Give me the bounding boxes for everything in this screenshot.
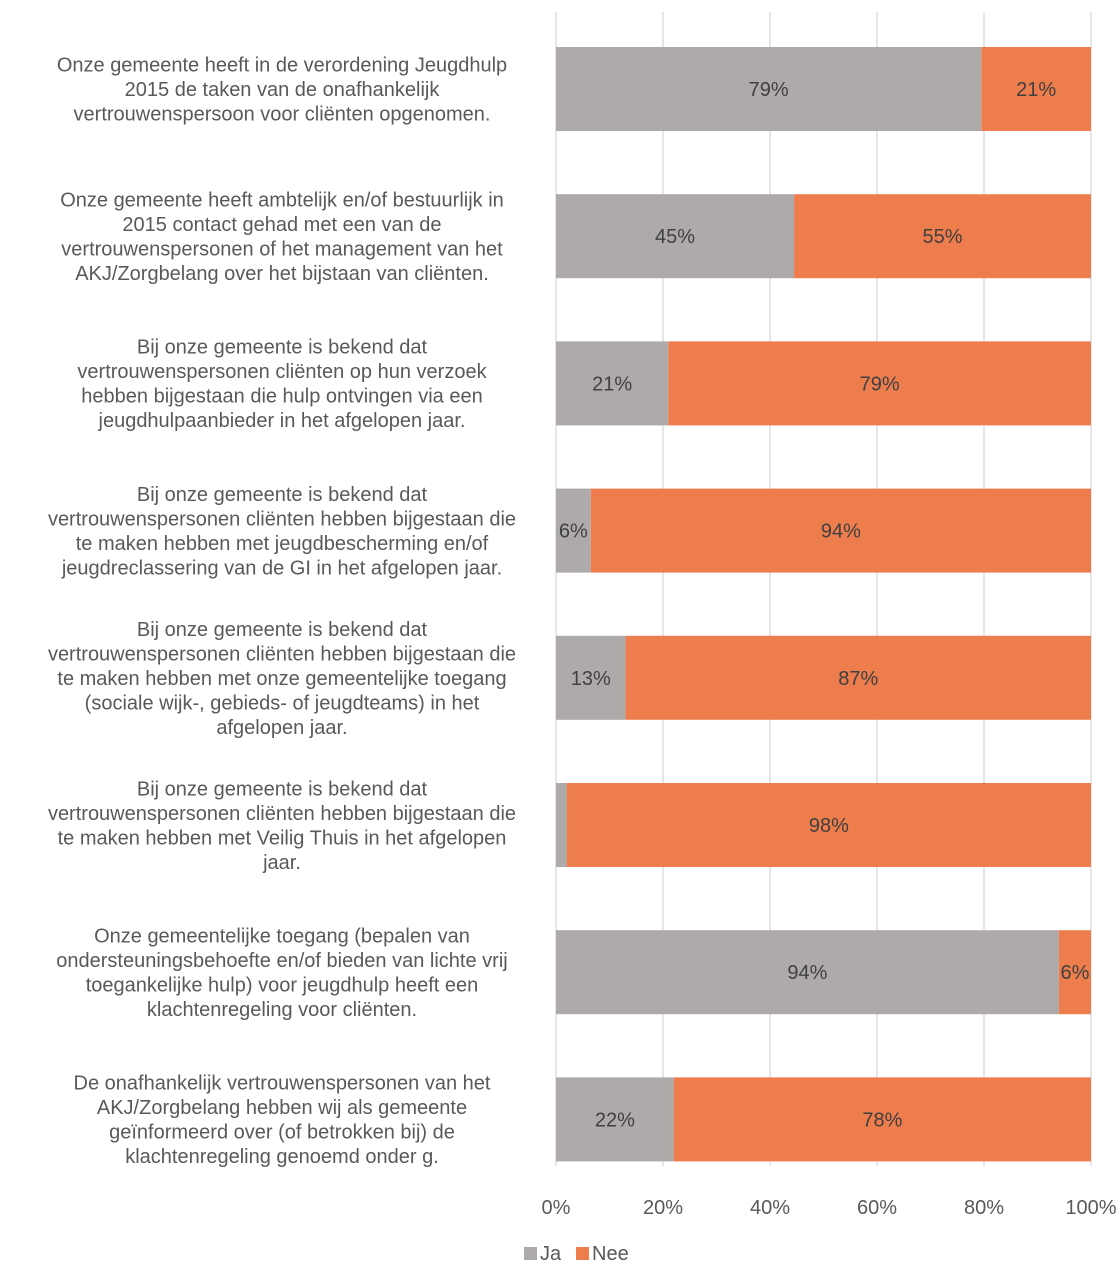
category-label-line: AKJ/Zorgbelang over het bijstaan van cli…	[75, 263, 489, 285]
bar-nee	[625, 635, 1091, 720]
category-label-line: vertrouwenspersonen cliënten hebben bijg…	[48, 803, 516, 825]
x-tick-label: 80%	[964, 1197, 1004, 1219]
category-label-line: Onze gemeentelijke toegang (bepalen van	[94, 925, 470, 947]
category-label-line: Bij onze gemeente is bekend dat	[137, 619, 428, 641]
x-tick-label: 20%	[643, 1197, 683, 1219]
data-label: 6%	[559, 521, 588, 543]
category-label-line: Bij onze gemeente is bekend dat	[137, 778, 428, 800]
bar-nee	[794, 194, 1091, 279]
data-label: 6%	[1060, 962, 1089, 984]
data-label: 79%	[860, 373, 900, 395]
data-label: 21%	[592, 373, 632, 395]
category-label: De onafhankelijk vertrouwenspersonen van…	[74, 1073, 491, 1169]
category-label-line: AKJ/Zorgbelang hebben wij als gemeente	[97, 1097, 467, 1119]
category-label-line: vertrouwenspersonen cliënten hebben bijg…	[48, 508, 516, 530]
category-label-line: vertrouwenspersonen cliënten op hun verz…	[77, 361, 487, 383]
category-label-line: vertrouwenspersoon voor cliënten opgenom…	[74, 104, 491, 126]
data-label: 13%	[571, 668, 611, 690]
category-label-line: De onafhankelijk vertrouwenspersonen van…	[74, 1073, 491, 1095]
category-label-line: te maken hebben met jeugdbescherming en/…	[76, 533, 489, 555]
category-label: Bij onze gemeente is bekend dat vertrouwe…	[77, 337, 487, 433]
data-label: 45%	[655, 226, 695, 248]
bar-nee	[673, 1077, 1091, 1162]
x-axis-ticks: 0% 20% 40% 60% 80% 100%	[542, 1197, 1117, 1219]
bar-ja	[556, 341, 669, 426]
bar-ja	[556, 1077, 674, 1162]
data-label: 22%	[595, 1109, 635, 1131]
category-label-line: jeugdreclassering van de GI in het afgel…	[61, 557, 502, 579]
bars: 79% 21% 45% 55% 21% 79% 6% 94% 13% 87% 98% 94% 6% 22%…	[556, 47, 1091, 1162]
legend: Ja Nee	[524, 1243, 629, 1265]
category-labels: Onze gemeente heeft in de verordening Je…	[48, 55, 516, 1169]
category-label-line: geïnformeerd over (of betrokken bij) de	[109, 1122, 455, 1144]
legend-swatch-nee	[576, 1247, 589, 1260]
category-label: Onze gemeentelijke toegang (bepalen van o…	[56, 925, 507, 1021]
category-label-line: jeugdhulpaanbieder in het afgelopen jaar…	[98, 410, 466, 432]
data-label: 21%	[1016, 79, 1056, 101]
legend-label-nee: Nee	[592, 1243, 629, 1265]
category-label-line: ondersteuningsbehoefte en/of bieden van …	[56, 950, 507, 972]
data-label: 78%	[862, 1109, 902, 1131]
category-label-line: afgelopen jaar.	[216, 717, 347, 739]
category-label: Onze gemeente heeft in de verordening Je…	[57, 55, 507, 126]
category-label-line: jaar.	[262, 852, 301, 874]
category-label-line: (sociale wijk-, gebieds- of jeugdteams) …	[85, 692, 480, 714]
category-label-line: Bij onze gemeente is bekend dat	[137, 484, 428, 506]
category-label-line: Bij onze gemeente is bekend dat	[137, 337, 428, 359]
category-label-line: klachtenregeling voor cliënten.	[147, 999, 417, 1021]
category-label: Bij onze gemeente is bekend dat vertrouwe…	[48, 484, 516, 579]
category-label: Onze gemeente heeft ambtelijk en/of best…	[60, 189, 504, 285]
legend-swatch-ja	[524, 1247, 537, 1260]
data-label: 55%	[923, 226, 963, 248]
category-label-line: 2015 de taken van de onafhankelijk	[125, 79, 441, 101]
category-label-line: hebben bijgestaan die hulp ontvingen via…	[81, 386, 482, 408]
category-label-line: Onze gemeente heeft in de verordening Je…	[57, 55, 507, 77]
bar-nee	[1058, 930, 1091, 1015]
category-label-line: te maken hebben met Veilig Thuis in het …	[58, 827, 507, 849]
data-label: 87%	[838, 668, 878, 690]
category-label-line: 2015 contact gehad met een van de	[122, 214, 441, 236]
category-label-line: klachtenregeling genoemd onder g.	[125, 1146, 439, 1168]
bar-nee	[668, 341, 1091, 426]
x-tick-label: 60%	[857, 1197, 897, 1219]
bar-nee	[566, 783, 1091, 867]
data-label: 94%	[821, 521, 861, 543]
bar-ja	[556, 783, 567, 867]
data-label: 94%	[787, 962, 827, 984]
category-label: Bij onze gemeente is bekend dat vertrouwe…	[48, 619, 516, 739]
x-tick-label: 40%	[750, 1197, 790, 1219]
data-label: 79%	[749, 79, 789, 101]
category-label-line: Onze gemeente heeft ambtelijk en/of best…	[60, 189, 504, 211]
bar-ja	[556, 488, 591, 573]
category-label-line: vertrouwenspersonen cliënten hebben bijg…	[48, 643, 516, 665]
category-label-line: vertrouwenspersonen of het management va…	[61, 238, 503, 260]
x-tick-label: 0%	[542, 1197, 571, 1219]
data-label: 98%	[809, 815, 849, 837]
category-label: Bij onze gemeente is bekend dat vertrouwe…	[48, 778, 516, 874]
bar-ja	[556, 930, 1059, 1015]
category-label-line: toegankelijke hulp) voor jeugdhulp heeft…	[86, 974, 479, 996]
bar-ja	[556, 194, 795, 279]
bar-ja	[556, 635, 626, 720]
legend-label-ja: Ja	[540, 1243, 562, 1265]
bar-ja	[556, 47, 982, 131]
category-label-line: te maken hebben met onze gemeentelijke t…	[57, 668, 506, 690]
bar-nee	[590, 488, 1091, 573]
bar-nee	[981, 47, 1091, 131]
x-tick-label: 100%	[1065, 1197, 1116, 1219]
